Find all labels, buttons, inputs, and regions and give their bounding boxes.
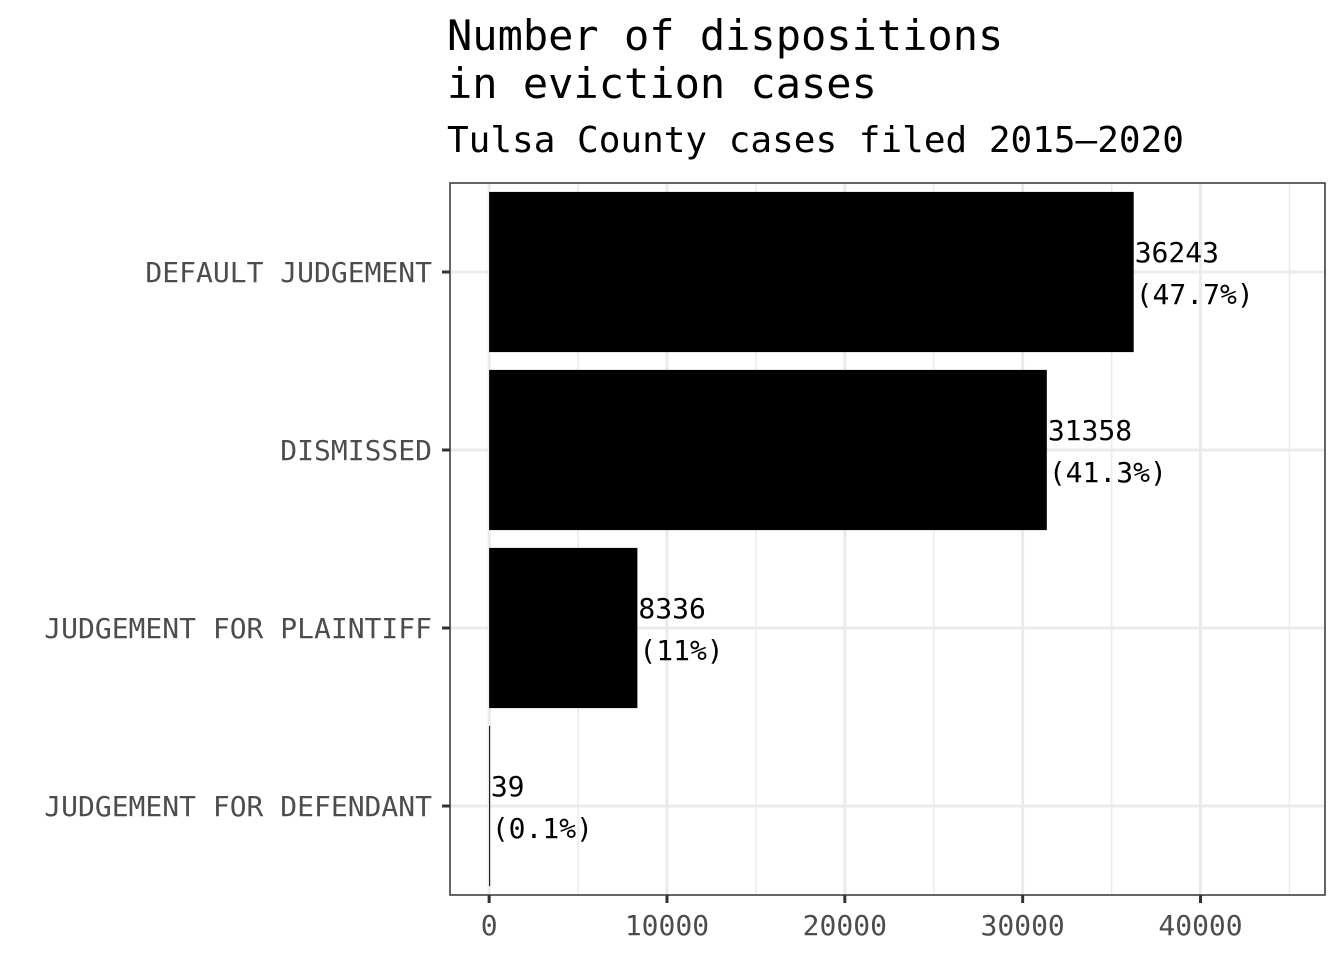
data-labels: 36243 (47.7%) 31358 (41.3%) 8336 (11%) 39 (0.1%…: [491, 236, 1254, 845]
bar-value-label: 36243: [1135, 236, 1219, 269]
y-tick-label: JUDGEMENT FOR PLAINTIFF: [44, 612, 432, 645]
bar-percent-label: (0.1%): [492, 812, 593, 845]
bar: [489, 725, 491, 887]
bar-percent-label: (47.7%): [1136, 278, 1254, 311]
chart-title-line-1: Number of dispositions: [447, 11, 1004, 60]
bar-percent-label: (11%): [639, 634, 723, 667]
chart-subtitle: Tulsa County cases filed 2015–2020: [447, 120, 1184, 161]
plot-panel-border: [449, 182, 1326, 896]
x-tick-label: 20000: [803, 909, 887, 942]
y-tick-label: JUDGEMENT FOR DEFENDANT: [44, 790, 432, 823]
bar: [489, 547, 638, 709]
chart-title: Number of dispositions in eviction cases: [447, 12, 1003, 108]
bar: [489, 191, 1134, 353]
bar-value-label: 39: [491, 770, 525, 803]
bar-value-label: 8336: [638, 592, 705, 625]
bar-value-label: 31358: [1048, 414, 1132, 447]
x-tick-label: 10000: [625, 909, 709, 942]
x-tick-label: 30000: [981, 909, 1065, 942]
y-tick-label: DISMISSED: [280, 434, 432, 467]
x-tick-label: 0: [481, 909, 498, 942]
chart-title-line-2: in eviction cases: [447, 59, 877, 108]
y-tick-label: DEFAULT JUDGEMENT: [145, 256, 432, 289]
bars: [489, 191, 1134, 887]
bar: [489, 369, 1047, 531]
axes: DEFAULT JUDGEMENT DISMISSED JUDGEMENT FOR …: [44, 256, 1242, 942]
bar-percent-label: (41.3%): [1049, 456, 1167, 489]
x-tick-label: 40000: [1158, 909, 1242, 942]
